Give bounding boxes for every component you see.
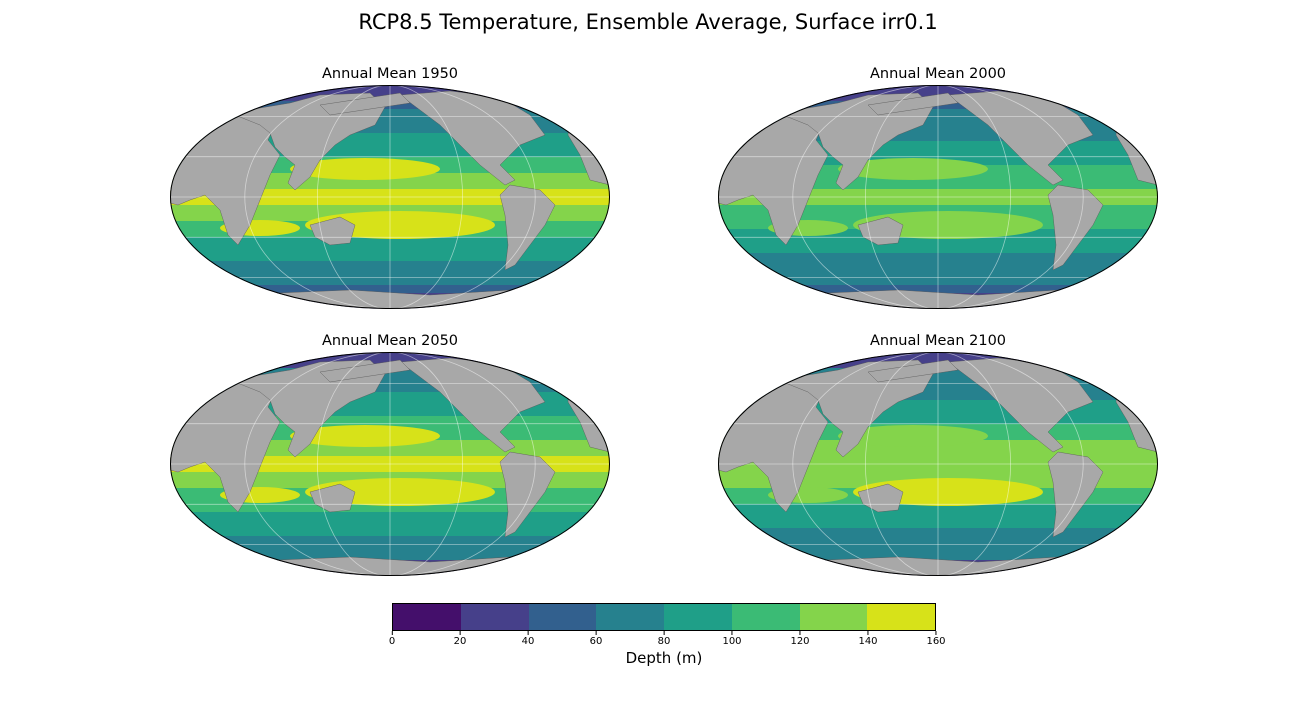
colorbar [392,603,936,631]
land-mass [319,359,411,383]
panel-title: Annual Mean 1950 [321,66,459,82]
map-panel-2000: Annual Mean 2000 [718,63,1158,309]
land-mass [1047,451,1104,538]
map-2100 [718,352,1158,576]
ocean-field [718,352,1158,576]
colorbar-tick-label: 20 [454,631,467,647]
map-boundary [170,85,610,309]
colorbar-tick-label: 40 [522,631,535,647]
map-panel-1950: Annual Mean 1950 [170,63,610,309]
map-panel-2050: Annual Mean 2050 [170,330,610,576]
colorbar-segment [528,604,597,630]
colorbar-tick-label: 120 [790,631,809,647]
colorbar-segment [460,604,529,630]
land-mass [229,359,386,458]
graticule-meridian [864,352,1011,576]
colorbar-ticks: 0 20 40 60 80 100 120 140 160 [389,631,946,651]
figure-title: RCP8.5 Temperature, Ensemble Average, Su… [358,10,938,34]
graticule-meridian [792,352,1084,576]
land-mass [867,92,959,116]
colorbar-segment [731,604,800,630]
ocean-field [718,85,1158,309]
ocean-field [170,85,610,309]
colorbar-tick-label: 100 [722,631,741,647]
warm-pool [290,158,440,180]
colorbar-tick-label: 80 [658,631,671,647]
land-mass [319,92,411,116]
graticule-meridian [316,85,463,309]
colorbar-tick-label: 60 [590,631,603,647]
colorbar-tick-label: 160 [926,631,945,647]
land-mass [867,359,959,383]
graticule-meridian [316,352,463,576]
colorbar-tick-label: 140 [858,631,877,647]
panel-title: Annual Mean 2000 [869,66,1007,82]
map-boundary [718,352,1158,576]
graticule-meridian [244,85,536,309]
colorbar-label: Depth (m) [625,649,703,667]
panel-title: Annual Mean 2050 [321,333,459,349]
graticule-meridian [792,85,1084,309]
graticule-meridian [244,352,536,576]
warm-pool [838,425,988,447]
land-mass [499,451,556,538]
land-mass [499,184,556,271]
warm-pool [290,425,440,447]
land-mass [777,359,934,458]
ocean-field [170,352,610,576]
map-panel-2100: Annual Mean 2100 [718,330,1158,576]
land-mass [777,92,934,191]
colorbar-tick-label: 0 [389,631,395,647]
map-2050 [170,352,610,576]
map-boundary [170,352,610,576]
graticule-meridian [864,85,1011,309]
colorbar-segment [596,604,664,630]
land-mass [229,92,386,191]
warm-pool [838,158,988,180]
colorbar-segment [393,604,461,630]
colorbar-segment [799,604,868,630]
map-1950 [170,85,610,309]
map-2000 [718,85,1158,309]
map-boundary [718,85,1158,309]
colorbar-segment [867,604,935,630]
land-mass [1047,184,1104,271]
colorbar-segment [664,604,732,630]
panel-title: Annual Mean 2100 [869,333,1007,349]
